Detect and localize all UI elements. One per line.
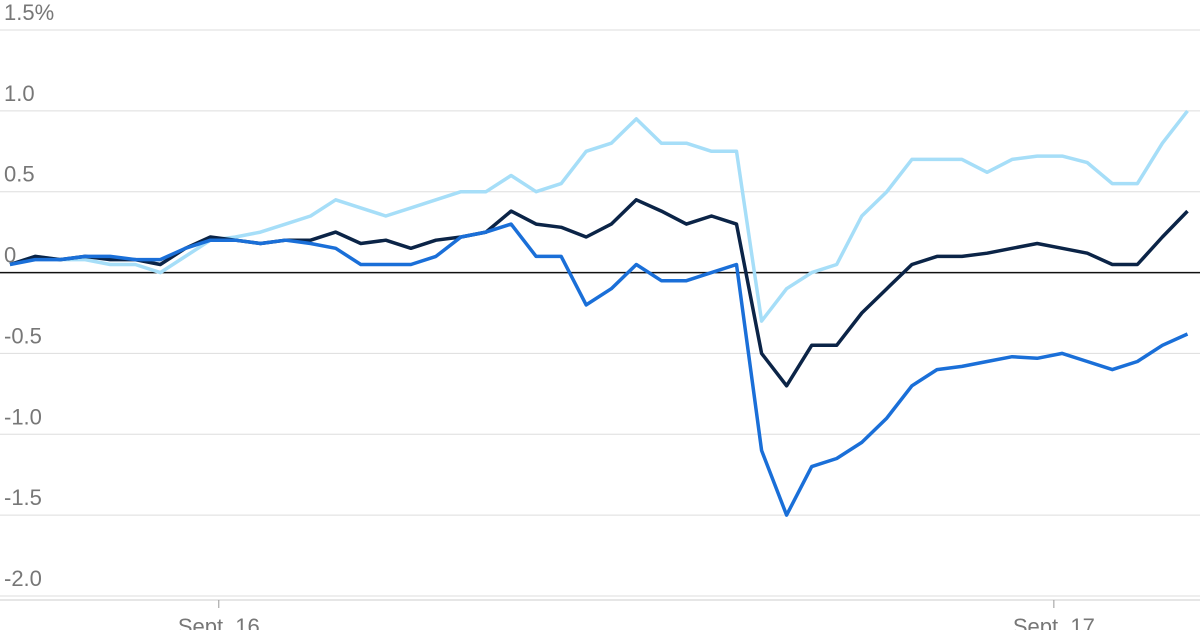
x-tick-label: Sept. 17 <box>1013 614 1095 630</box>
y-tick-label: -1.0 <box>4 404 42 429</box>
series-line <box>9 222 1189 517</box>
y-tick-label: -1.5 <box>4 485 42 510</box>
y-tick-label: -0.5 <box>4 323 42 348</box>
y-tick-label: -2.0 <box>4 566 42 591</box>
y-tick-label: 0.5 <box>4 162 35 187</box>
series-line <box>9 109 1189 323</box>
x-tick-label: Sept. 16 <box>178 614 260 630</box>
series-line <box>9 198 1189 388</box>
y-tick-label: 0 <box>4 243 16 268</box>
y-tick-label: 1.5% <box>4 0 54 25</box>
y-tick-label: 1.0 <box>4 81 35 106</box>
